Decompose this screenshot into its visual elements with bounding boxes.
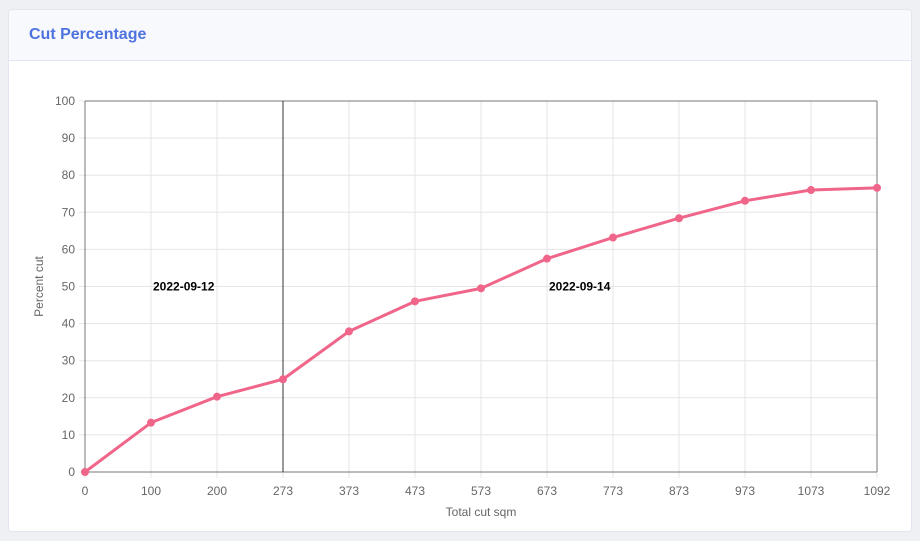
data-point[interactable] xyxy=(147,418,155,427)
card-header: Cut Percentage xyxy=(9,10,911,61)
annotation-date-label: 2022-09-12 xyxy=(153,280,215,294)
data-point[interactable] xyxy=(543,254,551,263)
y-tick-label: 80 xyxy=(62,168,76,182)
y-tick-label: 70 xyxy=(62,205,76,219)
x-tick-label: 773 xyxy=(603,484,623,498)
x-tick-label: 100 xyxy=(141,484,161,498)
x-tick-label: 1073 xyxy=(798,484,825,498)
x-tick-label: 973 xyxy=(735,484,755,498)
data-point[interactable] xyxy=(345,327,353,336)
card-title: Cut Percentage xyxy=(29,26,147,43)
data-point[interactable] xyxy=(609,233,617,242)
axis-labels: 0 10 20 30 40 50 60 70 80 90 100 0 100 200 273 373 473 57… xyxy=(32,94,891,519)
data-point[interactable] xyxy=(411,297,419,306)
y-tick-label: 30 xyxy=(62,354,76,368)
cut-percentage-card: Cut Percentage 2022-09-12 2022-09-14 0 10 2… xyxy=(8,9,912,532)
y-tick-label: 90 xyxy=(62,131,76,145)
series xyxy=(81,183,881,476)
x-tick-label: 873 xyxy=(669,484,689,498)
x-tick-label: 473 xyxy=(405,484,425,498)
y-tick-label: 40 xyxy=(62,317,76,331)
data-point[interactable] xyxy=(873,183,881,192)
data-point[interactable] xyxy=(477,284,485,293)
data-point[interactable] xyxy=(279,375,287,384)
x-tick-label: 0 xyxy=(82,484,89,498)
x-tick-label: 673 xyxy=(537,484,557,498)
x-tick-label: 200 xyxy=(207,484,227,498)
y-tick-label: 20 xyxy=(62,391,76,405)
y-tick-label: 10 xyxy=(62,428,76,442)
y-tick-label: 50 xyxy=(62,280,76,294)
y-tick-label: 60 xyxy=(62,242,76,256)
axes xyxy=(84,100,878,473)
x-tick-label: 273 xyxy=(273,484,293,498)
y-tick-label: 0 xyxy=(68,465,75,479)
annotation-date-label: 2022-09-14 xyxy=(549,280,611,294)
y-axis-title: Percent cut xyxy=(32,255,46,316)
x-tick-label: 373 xyxy=(339,484,359,498)
x-tick-label: 1092 xyxy=(864,484,891,498)
card-body: 2022-09-12 2022-09-14 0 10 20 30 40 50 60 70 80 90… xyxy=(9,61,911,531)
data-point[interactable] xyxy=(741,196,749,205)
data-point[interactable] xyxy=(675,214,683,223)
x-axis-title: Total cut sqm xyxy=(446,505,517,519)
annotations: 2022-09-12 2022-09-14 xyxy=(153,101,611,472)
data-point[interactable] xyxy=(807,186,815,195)
data-point[interactable] xyxy=(213,392,221,401)
cut-percentage-chart: 2022-09-12 2022-09-14 0 10 20 30 40 50 60 70 80 90… xyxy=(32,94,891,519)
y-tick-label: 100 xyxy=(55,94,75,108)
x-tick-label: 573 xyxy=(471,484,491,498)
data-point[interactable] xyxy=(81,468,89,476)
